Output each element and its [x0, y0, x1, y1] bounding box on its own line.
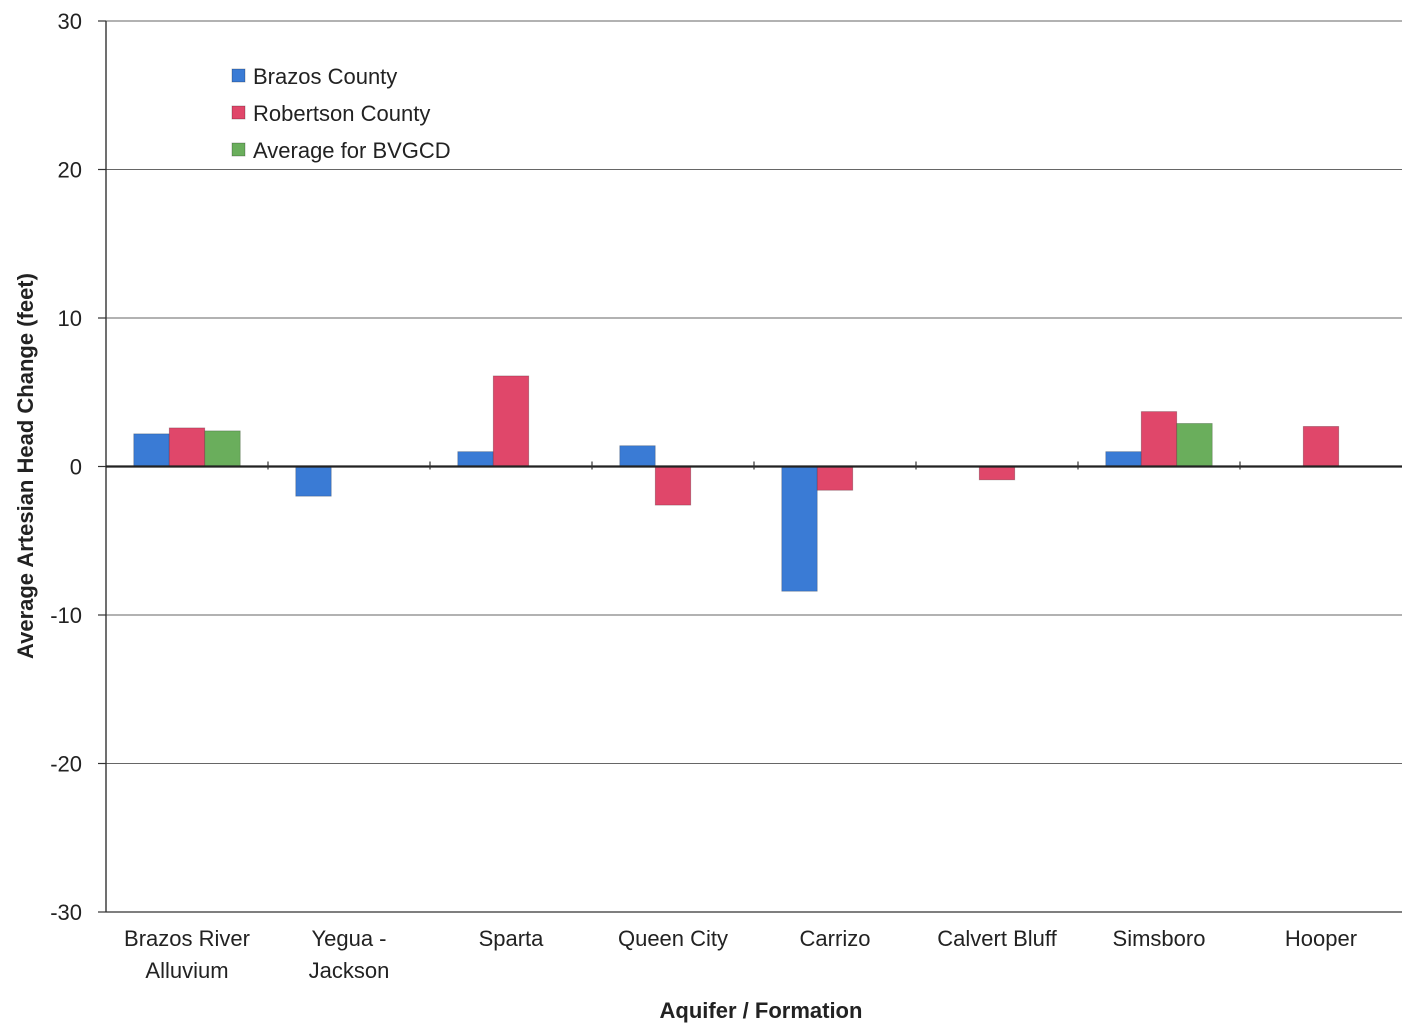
bar-brazos-county [1105, 451, 1142, 467]
bar-robertson-county [492, 375, 530, 467]
bar-robertson-county [816, 466, 854, 491]
y-axis-title: Average Artesian Head Change (feet) [13, 273, 38, 659]
x-category-label: Carrizo [800, 926, 871, 951]
y-tick-label: -10 [50, 603, 82, 628]
bar-brazos-county [457, 451, 494, 467]
bar-robertson-county [168, 427, 206, 467]
bar-brazos-county [133, 433, 170, 467]
x-category-label: Yegua - [311, 926, 386, 951]
x-category-label: Hooper [1285, 926, 1357, 951]
legend-swatch [231, 105, 246, 120]
legend: Brazos County Robertson County Average for… [231, 64, 451, 163]
bar-robertson-county [654, 466, 692, 506]
x-category-label: Alluvium [145, 958, 228, 983]
legend-swatch [231, 142, 246, 157]
gridlines [106, 20, 1402, 764]
y-tick-label: 20 [58, 158, 82, 183]
legend-swatch [231, 68, 246, 83]
bar-robertson-county [1140, 411, 1178, 467]
x-axis-title: Aquifer / Formation [660, 998, 863, 1023]
y-tick-label: -20 [50, 752, 82, 777]
bar-brazos-county [619, 445, 656, 467]
y-tick-label: 10 [58, 306, 82, 331]
axes [105, 21, 1402, 913]
legend-label: Robertson County [253, 101, 430, 126]
bar-brazos-county [295, 466, 332, 497]
bar-brazos-county [781, 466, 818, 592]
x-category-label: Sparta [479, 926, 545, 951]
x-category-label: Jackson [309, 958, 390, 983]
y-tick-label: -30 [50, 900, 82, 925]
x-category-label: Queen City [618, 926, 728, 951]
x-category-label: Calvert Bluff [937, 926, 1057, 951]
x-axis-categories: Brazos River Alluvium Yegua - Jackson Sparta… [124, 926, 1357, 983]
bar-average-for-bvgcd [1176, 423, 1213, 467]
x-category-label: Simsboro [1113, 926, 1206, 951]
x-category-label: Brazos River [124, 926, 250, 951]
y-tick-label: 0 [70, 455, 82, 480]
bar-robertson-county [1302, 426, 1340, 467]
y-tick-label: 30 [58, 9, 82, 34]
y-axis-ticks: 30 20 10 0 -10 -20 -30 [50, 9, 106, 925]
bar-average-for-bvgcd [204, 430, 241, 467]
bar-robertson-county [978, 466, 1016, 481]
bars [133, 375, 1340, 592]
legend-label: Average for BVGCD [253, 138, 451, 163]
legend-label: Brazos County [253, 64, 397, 89]
